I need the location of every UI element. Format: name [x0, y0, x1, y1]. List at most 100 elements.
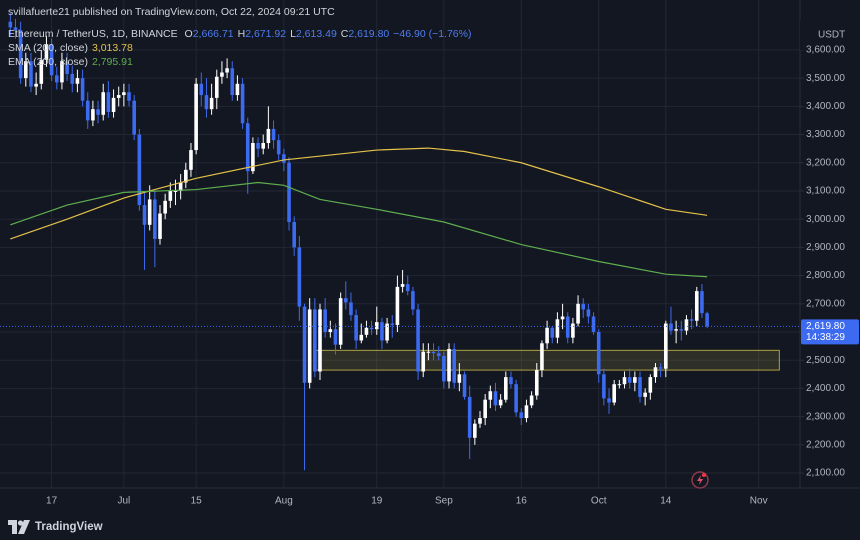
last-price-box [801, 319, 859, 345]
candle-body [550, 327, 555, 338]
candle-body [421, 351, 426, 372]
countdown: 14:38:29 [806, 332, 845, 343]
candle-body [571, 323, 575, 338]
candle-body [173, 190, 178, 192]
chart: USDT 2,100.00 2,200.00 2,300.00 2,400.00 2,5… [0, 0, 860, 515]
candle-body [700, 291, 704, 314]
candle-body [400, 284, 405, 287]
candle-body [369, 327, 374, 330]
candle-body [576, 303, 580, 324]
candle-body [65, 61, 69, 74]
candle-body [225, 68, 229, 73]
candle-body [271, 128, 276, 141]
publisher: svillafuerte21 published on TradingView.… [8, 6, 335, 18]
x-tick-label: 16 [516, 496, 528, 507]
candle-body [287, 162, 291, 222]
y-tick-label: 2,100.00 [806, 468, 845, 479]
y-tick-label: 3,000.00 [806, 214, 845, 225]
y-tick-label: 3,400.00 [806, 101, 845, 112]
candle-body [142, 205, 147, 225]
candle-body [307, 309, 312, 383]
candle-body [436, 353, 441, 356]
candle-body [364, 327, 369, 335]
candle-body [230, 68, 235, 96]
candle-body [194, 83, 198, 151]
candle-body [318, 309, 322, 372]
ohlc-key: L [290, 28, 296, 40]
candle-body [70, 73, 75, 84]
candle-body [137, 134, 142, 206]
candle-body [694, 291, 699, 321]
candle-body [204, 95, 209, 110]
y-tick-label: 2,400.00 [806, 383, 845, 394]
candle-body [158, 213, 162, 239]
candle-body [199, 83, 204, 96]
candle-body [426, 351, 431, 353]
currency: USDT [818, 30, 845, 41]
candle-body [127, 92, 131, 101]
candle-body [178, 182, 183, 191]
last-price-label: 2,619.80 [806, 321, 845, 332]
indicator-line [10, 181, 708, 278]
indicator-legend: EMA (200, close) 2,795.91 [8, 56, 137, 68]
candle-body [13, 27, 18, 31]
candle-body [390, 323, 395, 325]
y-tick-label: 2,300.00 [806, 411, 845, 422]
ohlc-value: 2,671.92 [245, 28, 287, 40]
candle-body [534, 370, 539, 396]
candle-body [122, 92, 126, 96]
candle-body [44, 44, 49, 60]
candle-body [462, 374, 467, 397]
candle-body [669, 323, 673, 331]
candle-body [54, 75, 59, 83]
brand: TradingView [35, 521, 103, 533]
candle-body [111, 97, 116, 112]
candle-body [292, 221, 296, 248]
candle-body [581, 303, 586, 310]
plot [0, 13, 800, 471]
candle-body [643, 392, 647, 397]
x-tick-label: Sep [435, 496, 453, 507]
candle-body [664, 323, 668, 369]
candle-body [276, 140, 281, 155]
candle-body [147, 199, 152, 225]
ohlc-item: O2,666.71 [185, 28, 234, 40]
footer: TradingView [8, 517, 103, 537]
candle-body [586, 309, 591, 317]
candle-body [338, 298, 343, 345]
indicator-value: 2,795.91 [91, 56, 133, 68]
ohlc-value: 2,666.71 [192, 28, 234, 40]
candle-body [514, 384, 518, 413]
candle-body [8, 21, 13, 28]
candle-body [648, 377, 653, 393]
candle-body [132, 100, 136, 135]
candle-body [488, 391, 493, 400]
ohlc-key: O [184, 28, 193, 40]
alert-icon[interactable] [691, 471, 709, 489]
candle-body [153, 199, 157, 239]
candle-body [359, 334, 364, 341]
candle-body [596, 332, 601, 375]
candle-body [85, 100, 90, 121]
x-tick-label: 14 [660, 496, 672, 507]
candle-body [705, 313, 709, 327]
candle-body [333, 329, 338, 345]
candle-body [302, 306, 307, 383]
ohlc-value: 2,619.80 [348, 28, 390, 40]
candle-body [684, 319, 689, 331]
candle-body [395, 286, 400, 325]
grid [0, 0, 804, 488]
y-tick-label: 2,900.00 [806, 242, 845, 253]
candle-body [622, 377, 627, 385]
background [0, 0, 860, 515]
candle-body [256, 143, 260, 149]
indicator-legend: SMA (200, close) 3,013.78 [8, 42, 137, 54]
candle-body [209, 97, 214, 110]
candle-body [602, 374, 606, 399]
change: −46.90 (−1.76%) [393, 28, 472, 40]
candle-body [545, 327, 549, 344]
candle-body [617, 384, 622, 386]
candle-body [214, 76, 219, 98]
indicator-value: 3,013.78 [91, 42, 133, 54]
candle-body [101, 92, 106, 115]
